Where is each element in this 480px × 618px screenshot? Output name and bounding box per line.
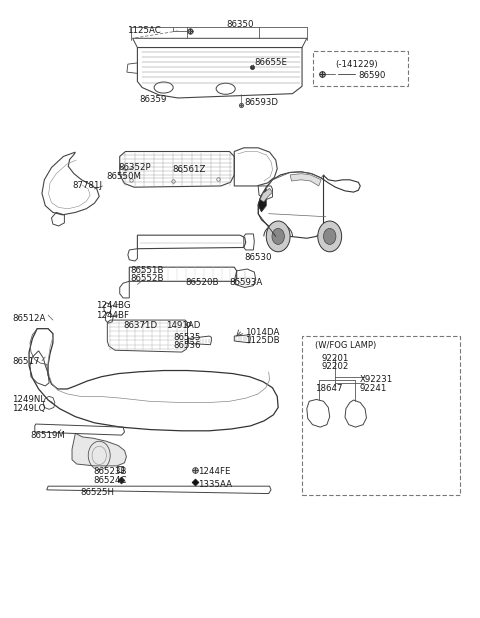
Text: 86535: 86535 [173, 333, 201, 342]
Circle shape [272, 229, 284, 244]
Text: 86590: 86590 [359, 70, 386, 80]
Text: 86530: 86530 [245, 253, 272, 263]
Text: 1249NL: 1249NL [12, 395, 46, 404]
Text: 92201: 92201 [322, 353, 349, 363]
Text: 86523B: 86523B [94, 467, 127, 476]
Text: 86655E: 86655E [254, 59, 288, 67]
Text: 1244BG: 1244BG [96, 302, 131, 310]
Circle shape [318, 221, 342, 252]
Text: 87781J: 87781J [72, 182, 102, 190]
Polygon shape [72, 433, 126, 466]
Text: 86519M: 86519M [30, 431, 65, 439]
Text: 86593A: 86593A [229, 278, 263, 287]
Polygon shape [258, 189, 266, 212]
Circle shape [266, 221, 290, 252]
Text: 86512A: 86512A [12, 314, 46, 323]
Text: 86551B: 86551B [130, 266, 164, 275]
Text: 86552B: 86552B [130, 274, 164, 284]
Text: 86536: 86536 [173, 341, 201, 350]
Text: 86561Z: 86561Z [172, 166, 205, 174]
Bar [312, 51, 408, 87]
Text: 86359: 86359 [140, 95, 167, 104]
Polygon shape [290, 174, 321, 186]
Text: 1491AD: 1491AD [166, 321, 201, 330]
Text: 1244BF: 1244BF [96, 311, 129, 320]
Text: 86524C: 86524C [94, 476, 127, 485]
Text: 86520B: 86520B [185, 278, 218, 287]
Text: (-141229): (-141229) [336, 60, 378, 69]
Text: 86352P: 86352P [118, 163, 151, 172]
Text: (W/FOG LAMP): (W/FOG LAMP) [315, 341, 377, 350]
Text: 86517: 86517 [12, 357, 40, 366]
Text: 18647: 18647 [315, 384, 343, 393]
Text: 86350: 86350 [226, 20, 254, 28]
Text: 92241: 92241 [360, 384, 387, 393]
Text: X92231: X92231 [360, 375, 393, 384]
Text: 86550M: 86550M [107, 172, 142, 181]
Bar [302, 336, 459, 495]
Polygon shape [260, 188, 273, 202]
Text: 1125AC: 1125AC [128, 27, 161, 35]
Text: 1335AA: 1335AA [199, 480, 232, 489]
Text: 86593D: 86593D [245, 98, 279, 108]
Circle shape [324, 229, 336, 244]
Text: 86525H: 86525H [80, 488, 114, 497]
Text: 1125DB: 1125DB [245, 336, 279, 345]
Text: 92202: 92202 [322, 362, 349, 371]
Text: 1244FE: 1244FE [199, 467, 231, 476]
Text: 86371D: 86371D [123, 321, 157, 330]
Text: 1249LQ: 1249LQ [12, 404, 46, 413]
Text: 1014DA: 1014DA [245, 328, 279, 337]
